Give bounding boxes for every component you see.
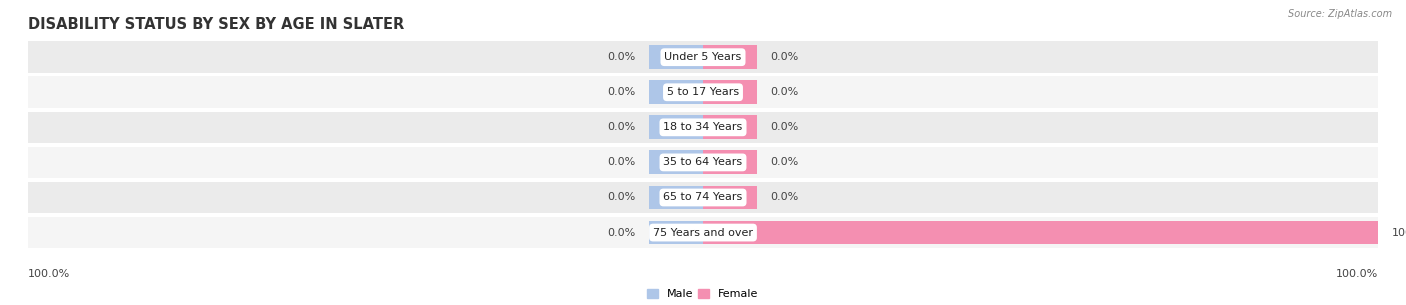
Text: 0.0%: 0.0%: [607, 87, 636, 97]
Bar: [703, 221, 1378, 245]
Text: 5 to 17 Years: 5 to 17 Years: [666, 87, 740, 97]
Text: 0.0%: 0.0%: [607, 157, 636, 167]
Bar: [650, 185, 703, 210]
Bar: [28, 217, 1378, 248]
Bar: [650, 221, 703, 245]
Bar: [703, 150, 756, 174]
Text: 0.0%: 0.0%: [607, 52, 636, 62]
Bar: [650, 80, 703, 104]
Bar: [703, 185, 756, 210]
Text: 0.0%: 0.0%: [770, 122, 799, 132]
Bar: [650, 45, 703, 69]
Text: 100.0%: 100.0%: [1336, 269, 1378, 279]
Text: 0.0%: 0.0%: [607, 228, 636, 238]
Bar: [650, 150, 703, 174]
Legend: Male, Female: Male, Female: [643, 284, 763, 303]
Text: 0.0%: 0.0%: [607, 122, 636, 132]
Bar: [28, 182, 1378, 213]
Text: DISABILITY STATUS BY SEX BY AGE IN SLATER: DISABILITY STATUS BY SEX BY AGE IN SLATE…: [28, 16, 405, 31]
Text: 65 to 74 Years: 65 to 74 Years: [664, 192, 742, 203]
Text: 0.0%: 0.0%: [770, 52, 799, 62]
Bar: [28, 147, 1378, 178]
Text: 0.0%: 0.0%: [770, 157, 799, 167]
Bar: [703, 80, 756, 104]
Bar: [650, 115, 703, 139]
Text: Source: ZipAtlas.com: Source: ZipAtlas.com: [1288, 9, 1392, 19]
Bar: [28, 41, 1378, 73]
Text: 100.0%: 100.0%: [28, 269, 70, 279]
Bar: [28, 77, 1378, 108]
Bar: [703, 45, 756, 69]
Text: 0.0%: 0.0%: [770, 192, 799, 203]
Text: 75 Years and over: 75 Years and over: [652, 228, 754, 238]
Text: 0.0%: 0.0%: [770, 87, 799, 97]
Text: 18 to 34 Years: 18 to 34 Years: [664, 122, 742, 132]
Text: Under 5 Years: Under 5 Years: [665, 52, 741, 62]
Text: 0.0%: 0.0%: [607, 192, 636, 203]
Text: 100.0%: 100.0%: [1392, 228, 1406, 238]
Bar: [28, 112, 1378, 143]
Text: 35 to 64 Years: 35 to 64 Years: [664, 157, 742, 167]
Bar: [703, 115, 756, 139]
